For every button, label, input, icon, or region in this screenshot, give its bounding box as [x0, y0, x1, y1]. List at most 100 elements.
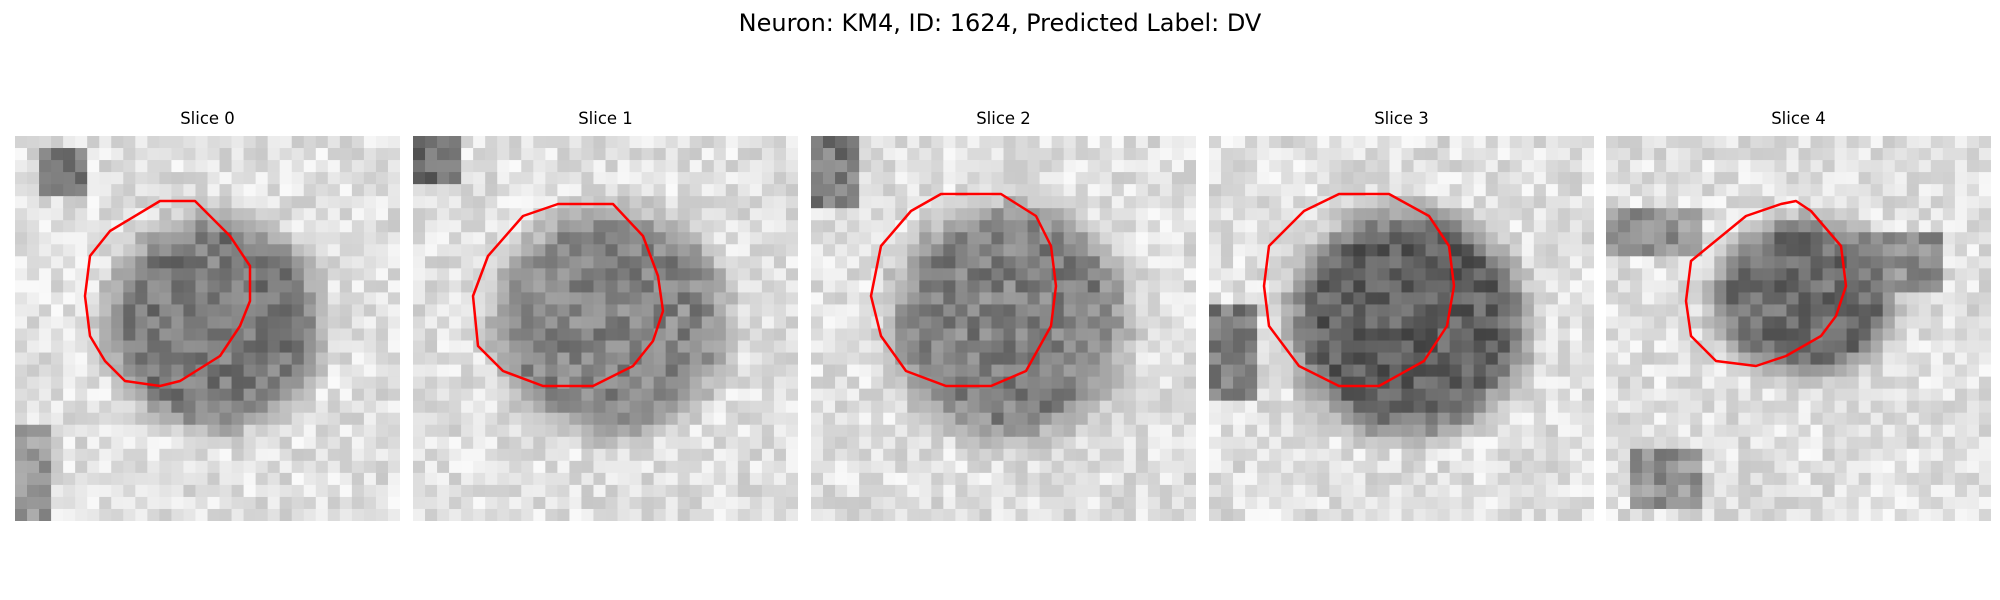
- image-pixel: [449, 268, 462, 281]
- image-pixel: [1257, 472, 1270, 486]
- image-pixel: [593, 388, 607, 402]
- image-pixel: [123, 376, 136, 390]
- image-pixel: [63, 316, 76, 330]
- image-pixel: [1762, 340, 1776, 354]
- image-pixel: [1221, 268, 1234, 281]
- image-pixel: [327, 172, 341, 185]
- image-pixel: [1341, 244, 1354, 257]
- image-pixel: [87, 472, 100, 486]
- image-pixel: [773, 472, 787, 486]
- image-pixel: [1461, 472, 1475, 486]
- image-pixel: [1870, 148, 1884, 161]
- image-pixel: [1147, 136, 1161, 149]
- image-pixel: [207, 196, 221, 209]
- image-pixel: [919, 340, 932, 354]
- image-pixel: [1786, 316, 1800, 330]
- image-pixel: [1269, 292, 1282, 306]
- image-pixel: [195, 268, 209, 281]
- image-pixel: [1533, 136, 1547, 149]
- image-pixel: [1870, 364, 1884, 378]
- image-pixel: [1858, 268, 1872, 281]
- image-pixel: [1135, 364, 1149, 378]
- image-pixel: [1678, 232, 1691, 245]
- image-pixel: [1389, 508, 1403, 521]
- image-pixel: [749, 220, 763, 233]
- image-pixel: [123, 484, 136, 498]
- image-pixel: [1726, 448, 1739, 462]
- image-pixel: [351, 400, 365, 414]
- image-pixel: [1461, 292, 1475, 306]
- image-pixel: [557, 172, 571, 185]
- image-pixel: [1111, 268, 1125, 281]
- image-pixel: [1858, 340, 1872, 354]
- image-pixel: [75, 304, 88, 318]
- image-pixel: [183, 184, 197, 197]
- image-pixel: [1123, 328, 1137, 342]
- image-pixel: [413, 220, 426, 233]
- image-pixel: [1389, 496, 1403, 510]
- image-pixel: [1449, 448, 1463, 462]
- image-pixel: [159, 436, 173, 450]
- image-pixel: [1774, 172, 1788, 185]
- image-pixel: [1786, 268, 1800, 281]
- image-pixel: [75, 412, 88, 426]
- image-pixel: [63, 376, 76, 390]
- image-pixel: [1413, 196, 1427, 209]
- image-pixel: [701, 484, 715, 498]
- image-pixel: [689, 496, 703, 510]
- image-pixel: [15, 496, 28, 510]
- image-pixel: [15, 256, 28, 269]
- image-pixel: [1413, 244, 1427, 257]
- image-pixel: [303, 376, 317, 390]
- image-pixel: [847, 244, 860, 257]
- image-pixel: [1714, 256, 1727, 269]
- image-pixel: [339, 292, 353, 306]
- image-pixel: [1063, 364, 1077, 378]
- image-pixel: [1930, 412, 1944, 426]
- image-pixel: [677, 136, 691, 149]
- image-pixel: [473, 352, 486, 366]
- image-pixel: [569, 376, 583, 390]
- image-pixel: [1966, 316, 1980, 330]
- image-pixel: [1027, 196, 1041, 209]
- image-pixel: [629, 208, 643, 221]
- image-pixel: [581, 196, 595, 209]
- image-pixel: [291, 220, 305, 233]
- image-pixel: [1726, 340, 1739, 354]
- image-pixel: [123, 160, 136, 173]
- image-pixel: [581, 292, 595, 306]
- image-pixel: [461, 460, 474, 474]
- image-pixel: [1545, 472, 1559, 486]
- image-pixel: [1846, 292, 1860, 306]
- image-pixel: [979, 232, 993, 245]
- image-pixel: [1245, 472, 1258, 486]
- image-pixel: [449, 220, 462, 233]
- image-pixel: [1485, 460, 1499, 474]
- image-pixel: [1569, 328, 1583, 342]
- image-pixel: [1569, 256, 1583, 269]
- image-pixel: [1257, 292, 1270, 306]
- image-pixel: [1882, 220, 1896, 233]
- image-pixel: [1245, 508, 1258, 521]
- image-pixel: [979, 172, 993, 185]
- image-pixel: [1305, 160, 1318, 173]
- image-pixel: [1293, 280, 1306, 294]
- image-pixel: [147, 448, 160, 462]
- image-pixel: [363, 184, 377, 197]
- image-pixel: [1533, 292, 1547, 306]
- image-pixel: [1461, 484, 1475, 498]
- image-pixel: [1834, 424, 1848, 438]
- segmentation-contour: [83, 199, 252, 388]
- image-pixel: [1870, 136, 1884, 149]
- image-pixel: [593, 268, 607, 281]
- image-pixel: [1027, 184, 1041, 197]
- image-pixel: [267, 280, 281, 294]
- image-pixel: [1075, 472, 1089, 486]
- image-pixel: [1425, 232, 1439, 245]
- image-pixel: [701, 448, 715, 462]
- image-pixel: [207, 148, 221, 161]
- image-pixel: [883, 412, 896, 426]
- image-pixel: [1786, 448, 1800, 462]
- image-pixel: [533, 412, 546, 426]
- image-pixel: [1870, 184, 1884, 197]
